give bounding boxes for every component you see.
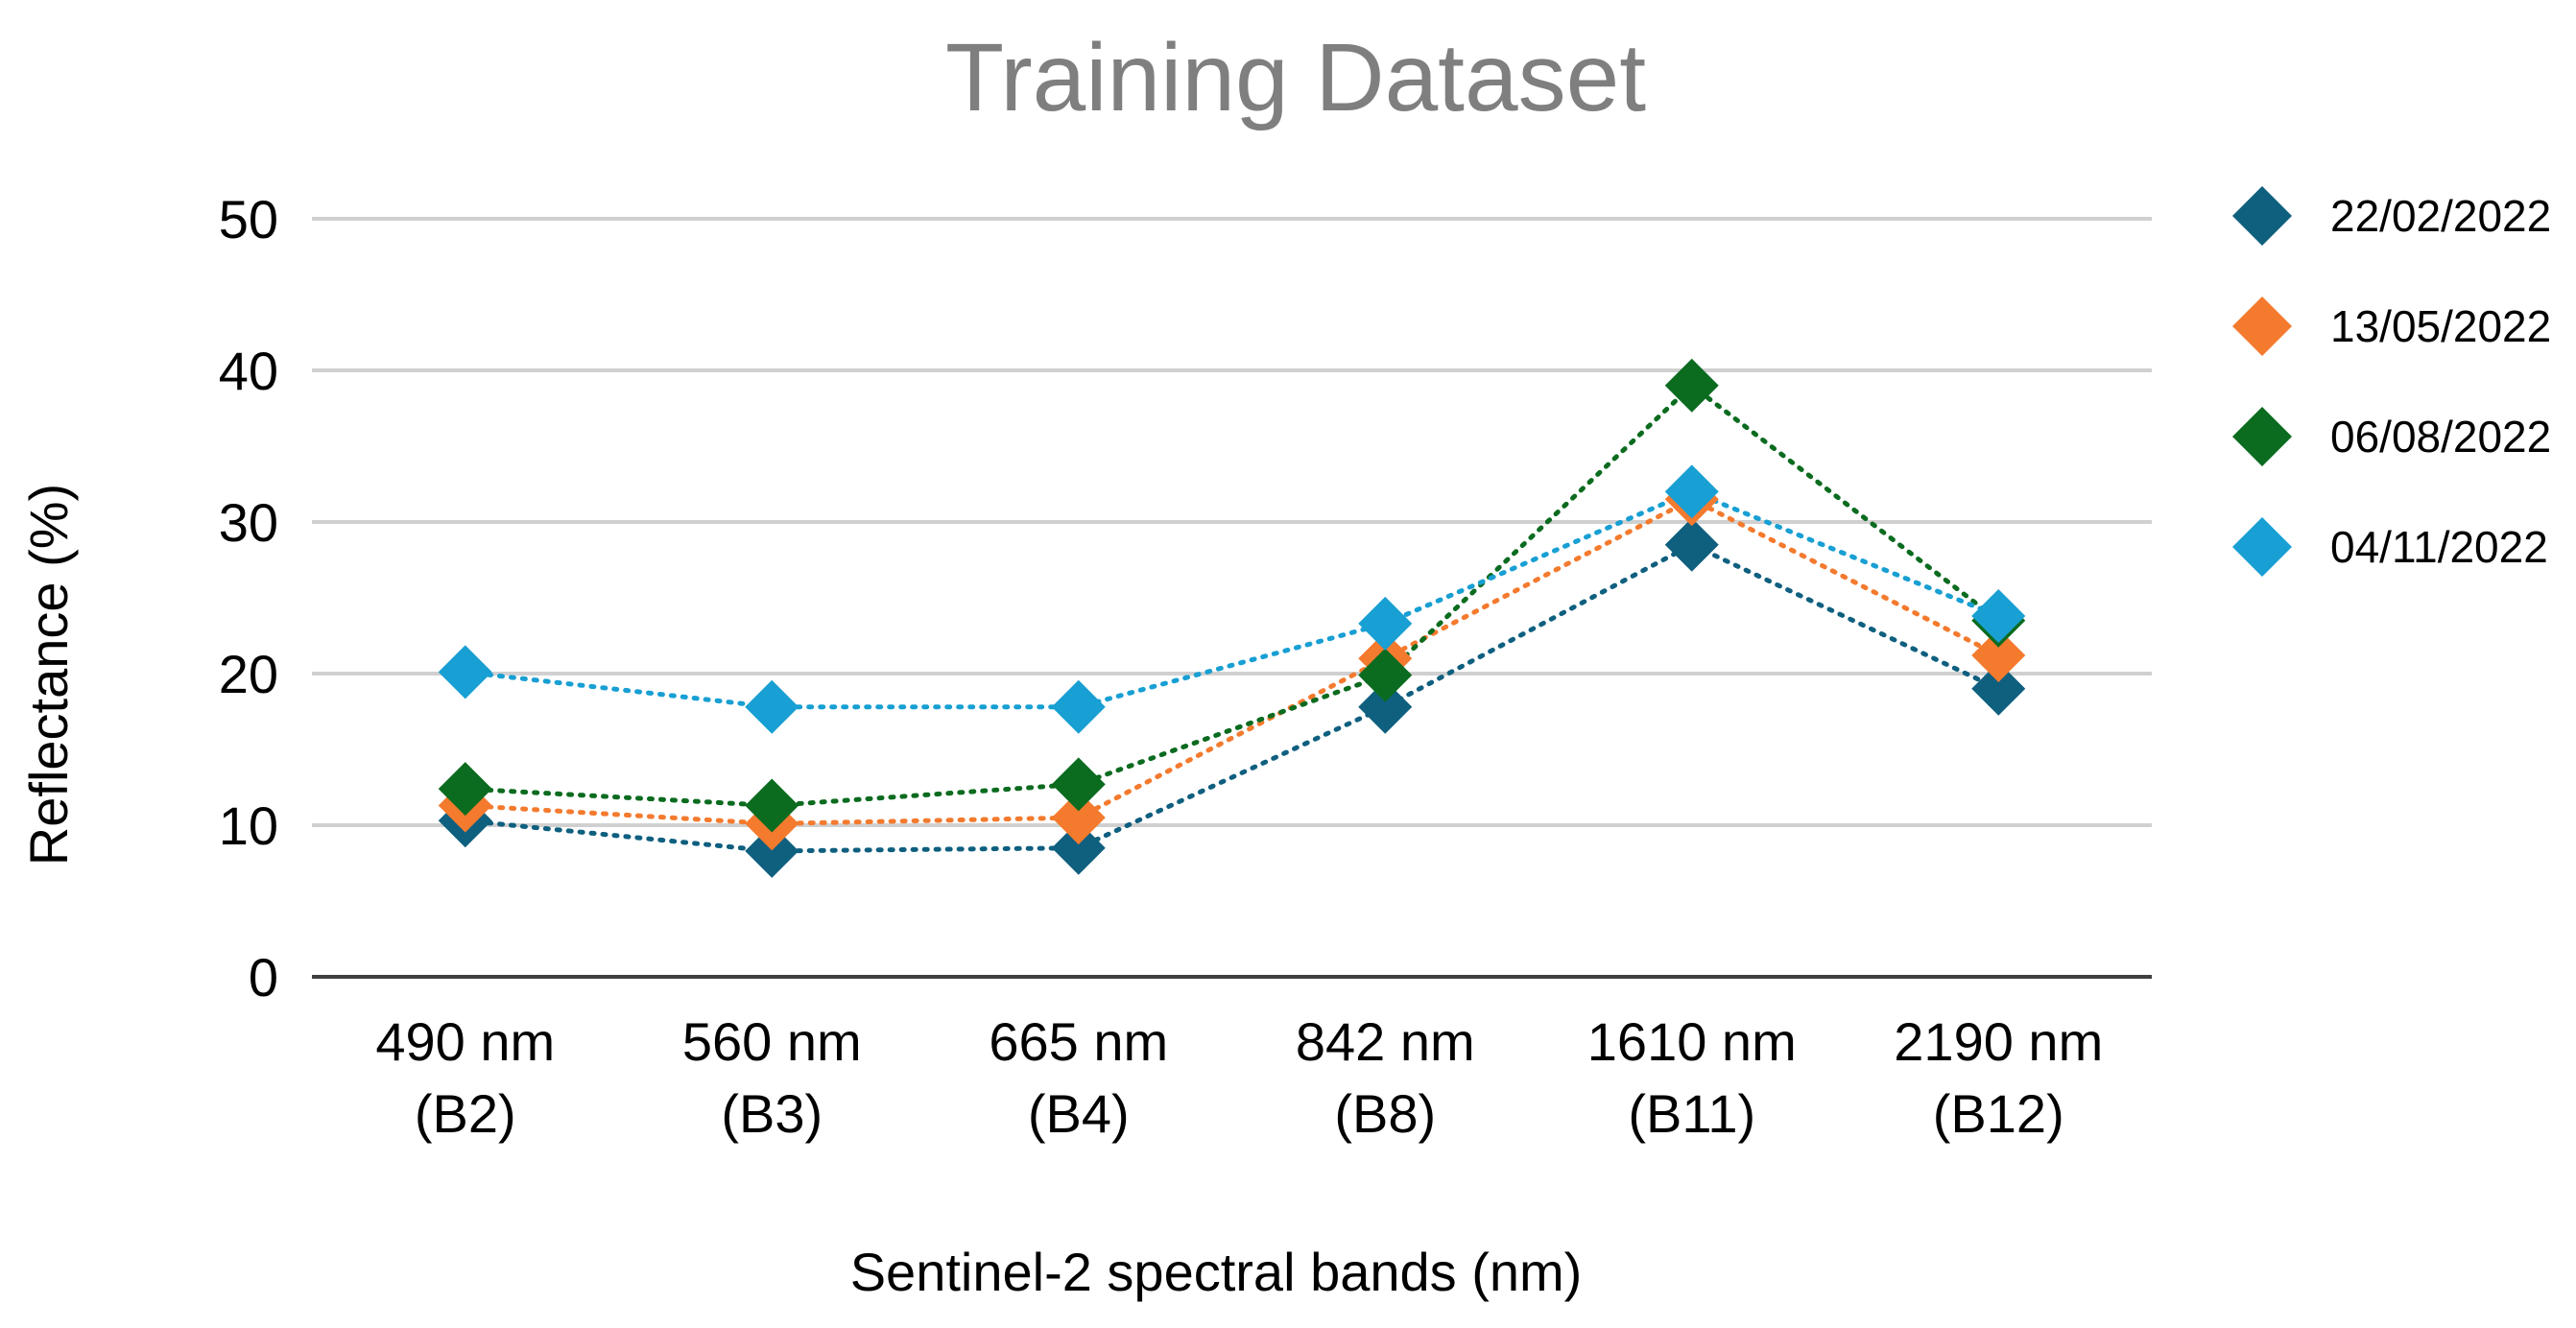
data-point-s2-3 [1358,648,1413,702]
data-point-s3-0 [438,645,492,700]
legend: 22/02/2022 13/05/2022 06/08/2022 04/11/2022 [2232,186,2551,577]
data-point-s0-2 [1051,820,1106,875]
x-tick-label-0-line1: 490 nm [375,1011,555,1072]
data-point-s2-1 [745,778,799,833]
y-tick-label-10: 10 [219,795,278,856]
data-point-s3-3 [1358,596,1413,651]
data-point-s2-2 [1051,757,1106,812]
x-tick-label-1-line1: 560 nm [682,1011,862,1072]
series-lines [463,382,2001,854]
data-point-s3-2 [1051,679,1106,734]
x-tick-label-0-line2: (B2) [415,1083,516,1144]
y-tick-label-20: 20 [219,644,278,704]
y-tick-label-50: 50 [219,189,278,249]
y-axis-title: Reflectance (%) [18,484,79,866]
y-tick-label-40: 40 [219,341,278,401]
legend-marker-1 [2232,296,2292,356]
x-tick-label-2-line2: (B4) [1028,1083,1130,1144]
data-point-s3-1 [745,679,799,734]
data-point-s3-5 [1971,588,2026,643]
data-point-s2-4 [1664,358,1719,413]
series-line-3 [463,488,2001,710]
legend-marker-0 [2232,186,2292,246]
x-tick-label-3-line2: (B8) [1334,1083,1436,1144]
x-axis-title: Sentinel-2 spectral bands (nm) [850,1242,1583,1302]
data-point-s1-5 [1971,628,2026,683]
gridlines [312,217,2152,979]
series-line-2 [463,382,2001,808]
data-point-s0-3 [1358,679,1413,734]
x-tick-label-3-line1: 842 nm [1296,1011,1475,1072]
data-point-s1-2 [1051,791,1106,845]
legend-label-3: 04/11/2022 [2330,522,2548,572]
x-tick-label-2-line1: 665 nm [989,1011,1168,1072]
data-point-s0-1 [745,823,799,878]
data-point-s2-0 [438,762,492,817]
x-tick-label-4-line1: 1610 nm [1587,1011,1797,1072]
legend-label-0: 22/02/2022 [2330,191,2551,241]
series-markers [438,358,2026,878]
legend-marker-2 [2232,407,2292,466]
x-tick-label-5-line2: (B12) [1933,1083,2064,1144]
series-line-1 [463,496,2001,826]
y-tick-label-0: 0 [249,947,278,1008]
x-tick-label-5-line1: 2190 nm [1894,1011,2103,1072]
legend-label-2: 06/08/2022 [2330,412,2551,462]
y-axis-ticks: 0 10 20 30 40 50 [219,189,278,1008]
x-tick-label-4-line2: (B11) [1628,1083,1755,1144]
legend-marker-3 [2232,517,2292,577]
data-point-s0-4 [1664,517,1719,572]
x-tick-label-1-line2: (B3) [721,1083,823,1144]
series-line-0 [463,541,2001,854]
data-point-s3-4 [1664,464,1719,519]
legend-label-1: 13/05/2022 [2330,301,2551,351]
chart-title: Training Dataset [945,24,1646,131]
data-point-s0-5 [1971,661,2026,716]
y-tick-label-30: 30 [219,492,278,553]
x-axis-ticks: 490 nm (B2) 560 nm (B3) 665 nm (B4) 842 nm (B8)… [375,1011,2103,1144]
